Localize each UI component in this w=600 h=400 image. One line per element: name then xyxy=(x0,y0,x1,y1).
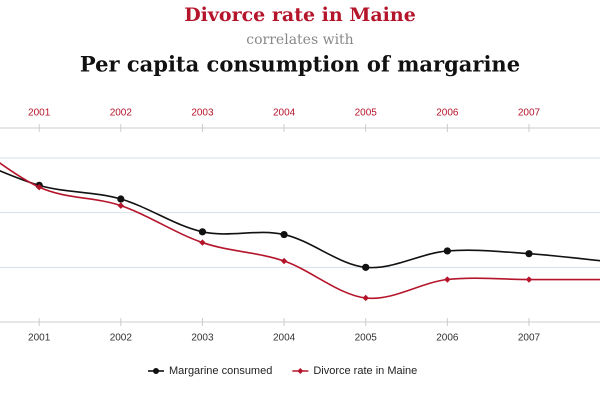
point xyxy=(35,183,43,191)
x-tick-label-top: 2003 xyxy=(191,108,214,119)
x-tick-label-top: 2004 xyxy=(273,108,296,119)
x-tick-label-top: 2001 xyxy=(28,108,51,119)
x-tick-label-top: 2006 xyxy=(436,108,459,119)
chart-subtitle: correlates with xyxy=(246,32,353,48)
point xyxy=(117,202,125,209)
x-tick-label: 2006 xyxy=(436,333,459,344)
point xyxy=(525,250,533,258)
point xyxy=(117,195,125,203)
legend-marker xyxy=(153,368,159,374)
point xyxy=(280,230,288,239)
series-line xyxy=(0,170,600,269)
legend-label: Divorce rate in Maine xyxy=(313,365,417,377)
chart-title-2: Per capita consumption of margarine xyxy=(80,52,520,77)
x-tick-label-top: 2002 xyxy=(110,108,133,119)
x-tick-label-top: 2007 xyxy=(518,108,541,119)
chart-title: Divorce rate in Maine xyxy=(184,4,416,26)
point xyxy=(199,239,206,246)
x-tick-label: 2007 xyxy=(518,333,541,344)
x-tick-label-top: 2005 xyxy=(355,108,378,119)
point xyxy=(198,228,207,236)
x-tick-label: 2002 xyxy=(110,333,133,344)
point xyxy=(280,257,288,265)
point xyxy=(443,247,451,255)
x-tick-label: 2003 xyxy=(191,333,214,344)
point xyxy=(525,276,533,283)
x-tick-label: 2001 xyxy=(28,333,51,344)
x-tick-label: 2004 xyxy=(273,333,296,344)
point xyxy=(362,263,370,271)
series-line xyxy=(0,162,600,300)
point xyxy=(362,294,369,302)
legend-marker xyxy=(297,368,304,374)
point xyxy=(444,276,451,283)
legend-label: Margarine consumed xyxy=(169,365,272,377)
x-tick-label: 2005 xyxy=(355,333,378,344)
